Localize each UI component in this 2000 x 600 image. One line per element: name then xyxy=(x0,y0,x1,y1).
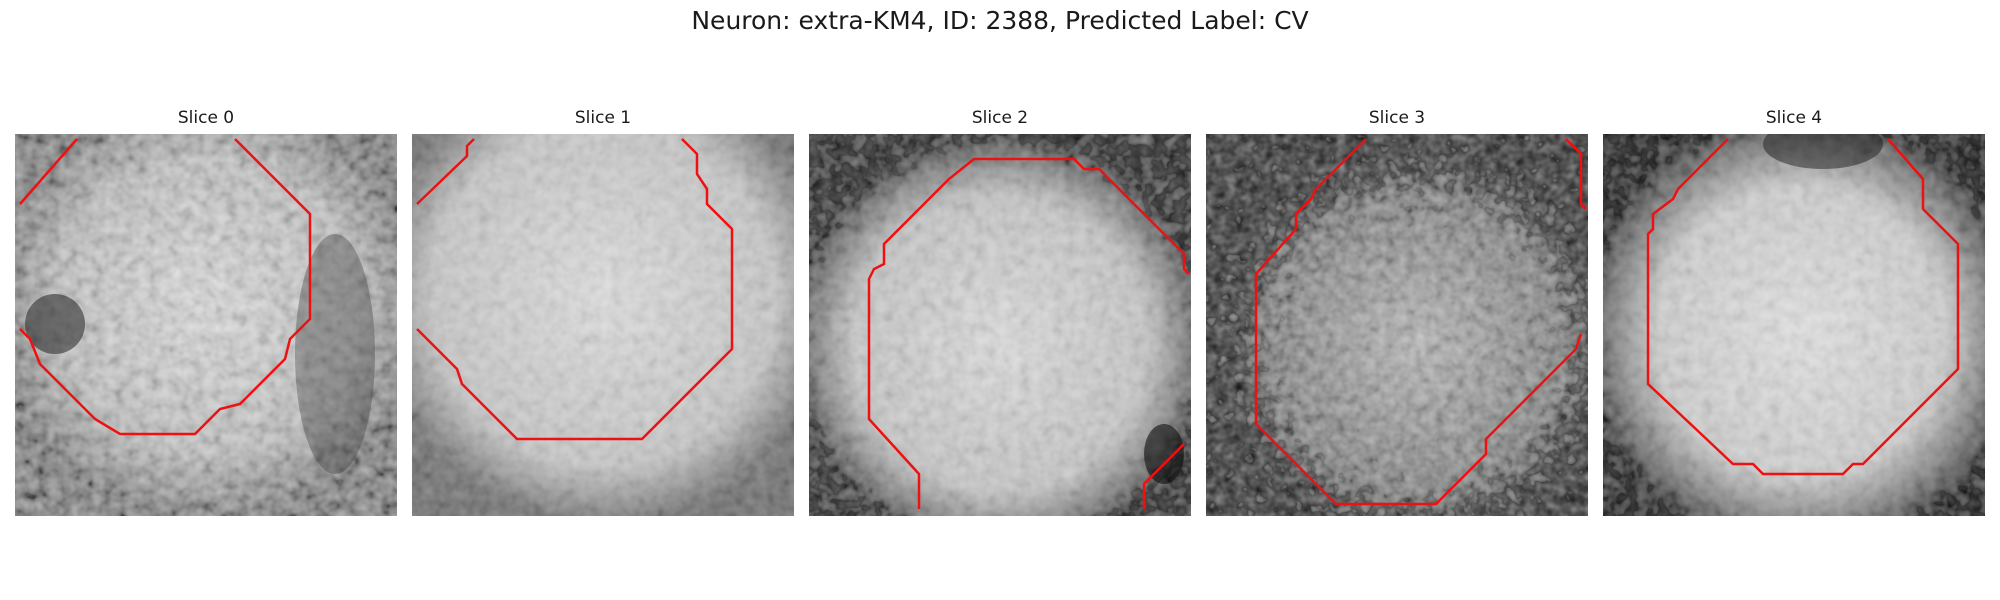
slice-title-0: Slice 0 xyxy=(177,108,235,128)
slice-title-2: Slice 2 xyxy=(971,108,1029,128)
slice-title-4: Slice 4 xyxy=(1765,108,1823,128)
slice-texture-3 xyxy=(1206,134,1588,516)
slice-texture-2 xyxy=(809,134,1191,516)
cell-contour-2 xyxy=(867,157,1190,509)
slice-title-3: Slice 3 xyxy=(1368,108,1426,128)
figure-title: Neuron: extra-KM4, ID: 2388, Predicted L… xyxy=(691,6,1309,35)
slice-image-0 xyxy=(15,134,397,516)
slice-image-3 xyxy=(1206,134,1588,516)
slice-image-2 xyxy=(809,134,1191,516)
cell-contour-1b xyxy=(416,138,734,441)
cell-contour-0 xyxy=(19,138,78,205)
slice-title-1: Slice 1 xyxy=(574,108,632,128)
cell-contour-3 xyxy=(1254,138,1583,506)
cell-contour-1 xyxy=(416,138,475,205)
cell-contour-4 xyxy=(1646,138,1960,476)
cell-contour-0b xyxy=(19,138,312,436)
slice-texture-4 xyxy=(1603,134,1985,516)
cell-contour-3b xyxy=(1565,138,1587,210)
slice-image-4 xyxy=(1603,134,1985,516)
slice-texture-1 xyxy=(412,134,794,516)
cell-contour-2b xyxy=(1142,443,1185,509)
slice-image-1 xyxy=(412,134,794,516)
